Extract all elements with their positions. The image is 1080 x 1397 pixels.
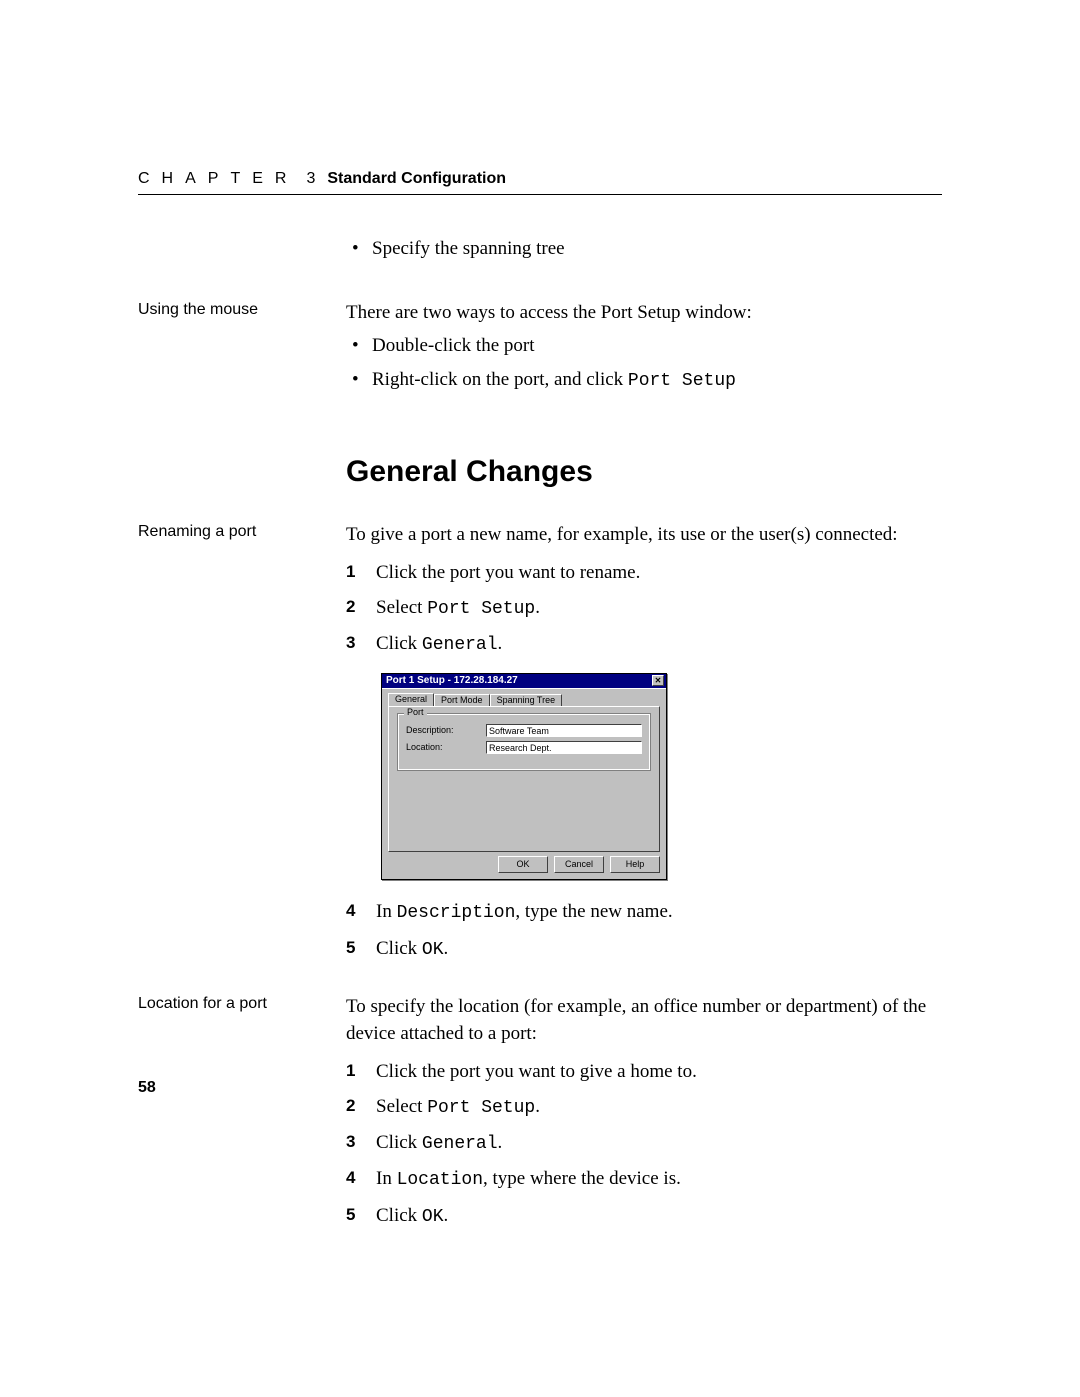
- groupbox-legend: Port: [404, 708, 427, 718]
- margin-location: Location for a port: [138, 993, 346, 1013]
- document-page: CHAPTER 3 Standard Configuration Specify…: [0, 0, 1080, 1397]
- ls3-mono: General: [422, 1134, 498, 1154]
- mouse-b2-pre: Right-click on the port, and click: [372, 369, 628, 390]
- heading-row: General Changes: [138, 400, 942, 522]
- rs4-mono: Description: [397, 903, 516, 923]
- rename-step-dialog: Port 1 Setup - 172.28.184.27 ✕ General P…: [346, 673, 942, 881]
- description-label: Description:: [406, 726, 486, 736]
- rs2-pre: Select: [376, 597, 427, 618]
- rs3-post: .: [498, 633, 503, 654]
- rs5-mono: OK: [422, 940, 444, 960]
- rs3-mono: General: [422, 635, 498, 655]
- rename-row: Renaming a port To give a port a new nam…: [138, 521, 942, 970]
- rename-step-4: In Description, type the new name.: [346, 898, 942, 926]
- rename-step-5: Click OK.: [346, 935, 942, 963]
- section-heading: General Changes: [346, 450, 942, 494]
- mouse-b2-mono: Port Setup: [628, 371, 736, 391]
- intro-body: Specify the spanning tree: [346, 235, 942, 269]
- rename-steps: Click the port you want to rename. Selec…: [346, 559, 942, 963]
- margin-empty: [138, 235, 346, 237]
- mouse-bullet-2: Right-click on the port, and click Port …: [346, 366, 942, 394]
- rs2-mono: Port Setup: [427, 599, 535, 619]
- dialog-screenshot: Port 1 Setup - 172.28.184.27 ✕ General P…: [381, 673, 942, 881]
- ls3-pre: Click: [376, 1132, 422, 1153]
- ls2-pre: Select: [376, 1096, 427, 1117]
- mouse-row: Using the mouse There are two ways to ac…: [138, 299, 942, 400]
- page-content: Specify the spanning tree Using the mous…: [138, 235, 942, 1238]
- description-row: Description: Software Team: [406, 724, 642, 737]
- loc-step-1: Click the port you want to give a home t…: [346, 1058, 942, 1086]
- location-steps: Click the port you want to give a home t…: [346, 1058, 942, 1230]
- tab-general[interactable]: General: [388, 693, 434, 708]
- running-header: CHAPTER 3 Standard Configuration: [138, 170, 942, 195]
- rename-step-1: Click the port you want to rename.: [346, 559, 942, 587]
- ok-button[interactable]: OK: [498, 856, 548, 873]
- location-row: Location: Research Dept.: [406, 741, 642, 754]
- ls5-pre: Click: [376, 1205, 422, 1226]
- ls4-post: , type where the device is.: [483, 1168, 681, 1189]
- dialog-titlebar: Port 1 Setup - 172.28.184.27 ✕: [382, 674, 666, 688]
- loc-step-2: Select Port Setup.: [346, 1093, 942, 1121]
- intro-bullets: Specify the spanning tree: [346, 235, 942, 263]
- rename-step-2: Select Port Setup.: [346, 594, 942, 622]
- page-number: 58: [138, 1079, 156, 1097]
- chapter-word: CHAPTER: [138, 170, 298, 188]
- loc-step-5: Click OK.: [346, 1202, 942, 1230]
- chapter-title: Standard Configuration: [327, 170, 506, 188]
- margin-empty-2: [138, 400, 346, 402]
- mouse-intro: There are two ways to access the Port Se…: [346, 299, 942, 327]
- close-icon: ✕: [655, 677, 662, 685]
- dialog-title: Port 1 Setup - 172.28.184.27: [386, 675, 518, 686]
- location-row-section: Location for a port To specify the locat…: [138, 993, 942, 1238]
- cancel-button[interactable]: Cancel: [554, 856, 604, 873]
- mouse-bullets: Double-click the port Right-click on the…: [346, 332, 942, 394]
- loc-step-3: Click General.: [346, 1129, 942, 1157]
- mouse-body: There are two ways to access the Port Se…: [346, 299, 942, 400]
- rs5-pre: Click: [376, 938, 422, 959]
- rs4-post: , type the new name.: [515, 901, 672, 922]
- port-setup-dialog: Port 1 Setup - 172.28.184.27 ✕ General P…: [381, 673, 667, 881]
- rs2-post: .: [535, 597, 540, 618]
- intro-row: Specify the spanning tree: [138, 235, 942, 269]
- close-button[interactable]: ✕: [652, 675, 664, 686]
- mouse-bullet-1: Double-click the port: [346, 332, 942, 360]
- tab-panel: Port Description: Software Team Location…: [388, 706, 660, 852]
- ls5-mono: OK: [422, 1207, 444, 1227]
- dialog-buttons: OK Cancel Help: [388, 856, 660, 873]
- ls3-post: .: [498, 1132, 503, 1153]
- rs5-post: .: [444, 938, 449, 959]
- dialog-body: General Port Mode Spanning Tree Port: [382, 688, 666, 880]
- heading-body: General Changes: [346, 400, 942, 522]
- location-body: To specify the location (for example, an…: [346, 993, 942, 1238]
- dialog-tabs: General Port Mode Spanning Tree: [388, 693, 660, 708]
- ls2-post: .: [535, 1096, 540, 1117]
- margin-using-mouse: Using the mouse: [138, 299, 346, 319]
- rename-body: To give a port a new name, for example, …: [346, 521, 942, 970]
- rs3-pre: Click: [376, 633, 422, 654]
- description-input[interactable]: Software Team: [486, 724, 642, 737]
- rename-step-3: Click General.: [346, 630, 942, 658]
- ls2-mono: Port Setup: [427, 1098, 535, 1118]
- chapter-number: 3: [306, 170, 315, 188]
- ls4-pre: In: [376, 1168, 397, 1189]
- ls5-post: .: [444, 1205, 449, 1226]
- help-button[interactable]: Help: [610, 856, 660, 873]
- location-label: Location:: [406, 743, 486, 753]
- location-input[interactable]: Research Dept.: [486, 741, 642, 754]
- ls4-mono: Location: [397, 1170, 483, 1190]
- margin-renaming: Renaming a port: [138, 521, 346, 541]
- rs4-pre: In: [376, 901, 397, 922]
- intro-bullet-1: Specify the spanning tree: [346, 235, 942, 263]
- loc-step-4: In Location, type where the device is.: [346, 1165, 942, 1193]
- rename-intro: To give a port a new name, for example, …: [346, 521, 942, 549]
- port-groupbox: Port Description: Software Team Location…: [397, 713, 651, 771]
- location-intro: To specify the location (for example, an…: [346, 993, 942, 1048]
